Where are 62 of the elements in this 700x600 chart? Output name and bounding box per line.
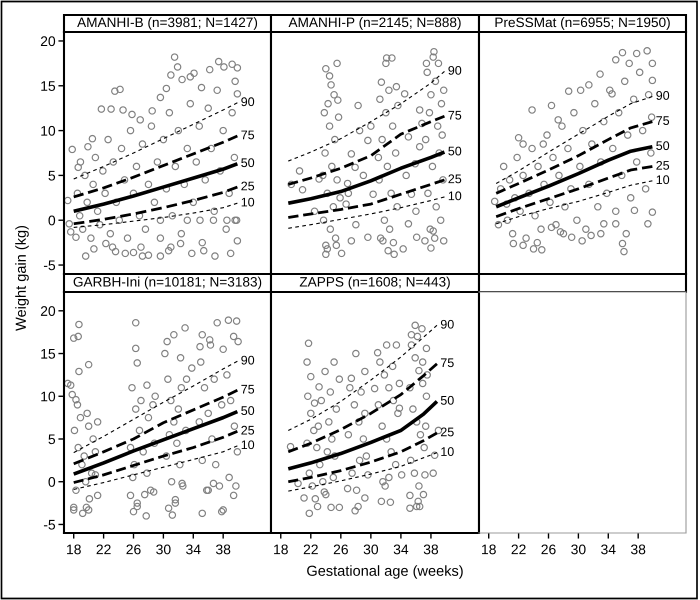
x-tick-label: 30 — [156, 544, 171, 554]
y-tick-label: 20 — [40, 36, 56, 46]
chart-title: ZAPPS (n=1608; N=443) — [300, 276, 450, 290]
x-tick-label: 38 — [424, 544, 438, 554]
series-label: 90 — [440, 320, 454, 329]
series-label: 25 — [448, 174, 462, 184]
series-label: 25 — [440, 428, 454, 436]
series-label: 10 — [242, 440, 254, 450]
y-tick-label: 10 — [41, 392, 56, 402]
series-label: 75 — [241, 384, 254, 394]
x-tick-label: 26 — [541, 544, 556, 554]
x-tick-label: 18 — [482, 544, 496, 554]
x-axis-title: Gestational age (weeks) — [307, 565, 463, 579]
series-label: 50 — [241, 158, 254, 168]
series-label: 50 — [241, 406, 254, 415]
series-label: 90 — [241, 97, 254, 106]
series-label: 10 — [441, 447, 454, 456]
x-tick-label: 34 — [601, 544, 616, 554]
y-tick-label: 15 — [41, 349, 56, 359]
series-label: 25 — [241, 426, 254, 435]
series-label: 10 — [656, 175, 670, 184]
x-tick-label: 38 — [630, 544, 646, 554]
series-label: 50 — [656, 141, 670, 150]
y-tick-label: -5 — [44, 260, 56, 270]
chart-title: GARBH-Ini (n=10181; N=3183) — [74, 276, 262, 290]
y-tick-label: 10 — [41, 126, 56, 136]
series-label: 75 — [656, 116, 670, 125]
series-label: 75 — [448, 110, 462, 120]
x-tick-label: 34 — [186, 544, 201, 554]
y-tick-label: 0 — [48, 477, 56, 487]
x-tick-label: 30 — [571, 544, 586, 554]
chart-title: AMANHI-B (n=3981; N=1427) — [77, 17, 258, 30]
x-tick-label: 38 — [216, 544, 230, 554]
y-tick-label: 20 — [40, 306, 56, 316]
series-label: 50 — [440, 396, 454, 405]
y-axis-title: Weight gain (kg) — [15, 226, 29, 331]
chart-title: PreSSMat (n=6955; N=1950) — [495, 17, 670, 30]
series-label: 10 — [242, 198, 254, 207]
x-tick-label: 22 — [304, 544, 318, 554]
series-label: 25 — [656, 160, 670, 170]
y-tick-label: -5 — [44, 520, 56, 530]
y-tick-label: 5 — [48, 170, 56, 181]
y-tick-label: 5 — [48, 434, 56, 444]
series-label: 50 — [448, 146, 462, 156]
series-label: 10 — [448, 191, 462, 200]
y-tick-label: 15 — [41, 81, 56, 91]
series-label: 90 — [448, 66, 462, 75]
x-tick-label: 22 — [96, 544, 111, 554]
series-label: 90 — [241, 356, 254, 365]
series-label: 75 — [241, 130, 254, 140]
x-tick-label: 22 — [512, 544, 526, 554]
y-tick-label: 0 — [48, 216, 56, 226]
x-tick-label: 26 — [126, 544, 141, 554]
x-tick-label: 18 — [67, 544, 81, 554]
x-tick-label: 18 — [274, 544, 288, 554]
chart-title: AMANHI-P (n=2145; N=888) — [288, 17, 461, 30]
x-tick-label: 30 — [364, 544, 378, 554]
x-tick-label: 34 — [394, 544, 408, 554]
series-label: 90 — [656, 91, 670, 100]
x-tick-label: 26 — [334, 544, 348, 554]
series-label: 75 — [440, 358, 454, 368]
series-label: 25 — [241, 182, 254, 190]
